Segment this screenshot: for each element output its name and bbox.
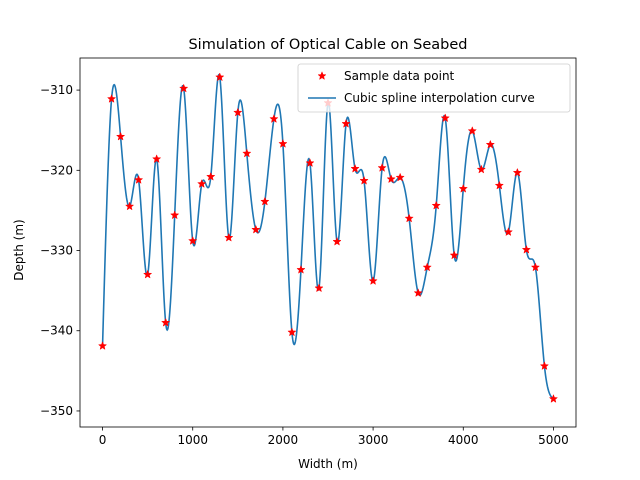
data-point-marker <box>206 171 216 181</box>
data-point-marker <box>404 213 414 223</box>
data-point-marker <box>359 175 369 185</box>
data-point-marker <box>467 126 477 135</box>
data-point-marker <box>332 236 342 246</box>
data-point-marker <box>242 148 252 158</box>
legend-box <box>297 63 571 113</box>
x-tick-label: 1000 <box>177 433 208 447</box>
x-tick-label: 0 <box>99 433 107 447</box>
y-tick-label: −310 <box>40 83 73 97</box>
y-tick-label: −340 <box>40 324 73 338</box>
data-point-marker <box>188 236 198 245</box>
data-point-marker <box>179 83 189 93</box>
data-point-marker <box>377 163 387 172</box>
x-tick-label: 5000 <box>538 433 569 447</box>
data-point-marker <box>278 138 288 148</box>
data-point-marker <box>260 196 270 206</box>
data-point-marker <box>368 276 378 285</box>
data-point-marker <box>151 154 162 164</box>
data-point-marker <box>485 139 495 149</box>
data-point-marker <box>539 361 550 370</box>
y-tick-label: −320 <box>40 163 73 177</box>
x-tick-label: 2000 <box>268 433 299 447</box>
y-tick-label: −350 <box>40 404 73 418</box>
data-point-marker <box>512 167 523 177</box>
data-point-marker <box>269 114 279 123</box>
axes: 0 1000 2000 3000 4000 5000 −310 −320 −330 −340 −35… <box>40 57 577 447</box>
data-point-marker <box>413 288 423 297</box>
data-point-marker <box>341 118 351 128</box>
data-point-marker <box>530 262 541 272</box>
legend: Sample data point Cubic spline interpolat… <box>297 63 571 113</box>
data-point-marker <box>476 164 486 174</box>
data-point-marker <box>97 341 108 350</box>
y-tick-label: −330 <box>40 244 73 258</box>
data-point-marker <box>458 183 468 193</box>
data-point-marker <box>395 172 405 182</box>
data-point-marker <box>521 244 532 254</box>
legend-star-marker <box>317 71 327 80</box>
x-tick-label: 3000 <box>358 433 389 447</box>
data-point-marker <box>422 262 432 272</box>
data-point-marker <box>251 224 261 234</box>
data-point-marker <box>161 317 171 327</box>
data-point-marker <box>350 163 360 173</box>
axes-frame <box>79 57 577 428</box>
data-point-marker <box>449 250 459 260</box>
data-point-marker <box>503 227 514 237</box>
legend-label-sample-points: Sample data point <box>344 69 455 83</box>
data-point-marker <box>106 94 117 103</box>
data-point-marker <box>440 113 450 123</box>
data-point-marker <box>287 327 297 337</box>
data-point-marker <box>233 107 243 117</box>
data-point-marker <box>170 210 180 220</box>
data-point-marker <box>224 232 234 242</box>
x-axis-title: Width (m) <box>298 457 358 471</box>
y-axis-title: Depth (m) <box>12 219 26 280</box>
data-point-marker <box>296 264 306 274</box>
data-point-marker <box>494 180 505 190</box>
data-point-marker <box>115 131 126 141</box>
x-tick-label: 4000 <box>448 433 479 447</box>
chart-title: Simulation of Optical Cable on Seabed <box>188 37 467 53</box>
data-point-marker <box>314 283 324 293</box>
data-point-marker <box>386 174 396 184</box>
data-point-marker <box>197 179 207 188</box>
data-point-marker <box>124 201 135 211</box>
data-point-marker <box>215 72 225 82</box>
data-point-marker <box>431 200 441 210</box>
data-point-marker <box>548 394 559 403</box>
data-point-marker <box>133 175 144 184</box>
data-point-marker <box>142 269 153 279</box>
data-point-marker <box>305 158 315 168</box>
legend-label-spline-curve: Cubic spline interpolation curve <box>344 91 535 105</box>
